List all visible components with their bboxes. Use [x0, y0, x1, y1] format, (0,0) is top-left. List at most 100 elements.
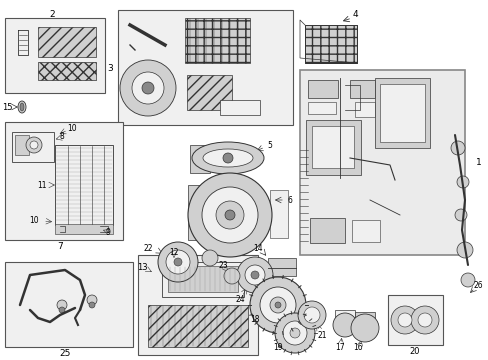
- Circle shape: [174, 258, 182, 266]
- Circle shape: [202, 250, 218, 266]
- Bar: [349, 80, 374, 98]
- Circle shape: [456, 176, 468, 188]
- Text: 8: 8: [60, 131, 64, 140]
- Circle shape: [274, 302, 281, 308]
- Circle shape: [59, 307, 65, 313]
- Bar: [354, 102, 374, 117]
- Bar: [5, 122, 123, 240]
- Text: 21: 21: [317, 330, 326, 339]
- Text: 23: 23: [218, 261, 227, 270]
- Circle shape: [454, 209, 466, 221]
- Text: 13: 13: [137, 264, 147, 273]
- Bar: [334, 310, 354, 326]
- Bar: [307, 80, 337, 98]
- Circle shape: [390, 306, 418, 334]
- Bar: [269, 190, 287, 238]
- Text: 6: 6: [287, 195, 292, 204]
- Ellipse shape: [192, 142, 264, 174]
- Bar: [55, 145, 113, 225]
- Circle shape: [244, 265, 264, 285]
- Circle shape: [460, 273, 474, 287]
- Bar: [162, 262, 244, 297]
- Circle shape: [450, 141, 464, 155]
- Circle shape: [269, 297, 285, 313]
- Bar: [5, 262, 133, 347]
- Text: 18: 18: [250, 315, 259, 324]
- Text: 17: 17: [334, 343, 344, 352]
- Bar: [374, 78, 429, 148]
- Text: 3: 3: [107, 63, 113, 72]
- Text: 11: 11: [37, 180, 47, 189]
- Text: 7: 7: [57, 242, 63, 251]
- Bar: [15, 135, 29, 155]
- Circle shape: [132, 72, 163, 104]
- Text: 12: 12: [169, 248, 179, 257]
- Circle shape: [410, 306, 438, 334]
- Bar: [190, 145, 209, 173]
- Circle shape: [57, 300, 67, 310]
- Bar: [168, 266, 238, 292]
- Bar: [128, 78, 140, 100]
- Ellipse shape: [18, 101, 26, 113]
- Bar: [311, 126, 353, 168]
- Circle shape: [158, 242, 198, 282]
- Ellipse shape: [20, 103, 24, 111]
- Text: 20: 20: [409, 347, 419, 356]
- Circle shape: [260, 287, 295, 323]
- Bar: [184, 18, 249, 63]
- Circle shape: [274, 313, 314, 353]
- Bar: [148, 305, 247, 347]
- Text: 25: 25: [59, 350, 71, 359]
- Bar: [354, 312, 374, 330]
- Text: 4: 4: [351, 9, 357, 18]
- Bar: [351, 220, 379, 242]
- Text: 16: 16: [352, 343, 362, 352]
- Circle shape: [289, 328, 299, 338]
- Text: 10: 10: [67, 123, 77, 132]
- Ellipse shape: [203, 149, 252, 167]
- Bar: [38, 62, 96, 80]
- Circle shape: [120, 60, 176, 116]
- Circle shape: [417, 313, 431, 327]
- Circle shape: [202, 187, 258, 243]
- Bar: [299, 70, 464, 255]
- Text: 22: 22: [143, 243, 152, 252]
- Circle shape: [224, 210, 235, 220]
- Circle shape: [249, 277, 305, 333]
- Circle shape: [30, 141, 38, 149]
- Bar: [267, 258, 295, 276]
- Text: 1: 1: [475, 158, 481, 166]
- Text: 15: 15: [2, 103, 12, 112]
- Bar: [220, 100, 260, 115]
- Circle shape: [283, 321, 306, 345]
- Bar: [305, 25, 356, 63]
- Bar: [12, 132, 54, 162]
- Text: 26: 26: [472, 280, 482, 289]
- Circle shape: [237, 257, 272, 293]
- Text: 5: 5: [267, 140, 272, 149]
- Bar: [186, 75, 231, 110]
- Circle shape: [350, 314, 378, 342]
- Bar: [138, 255, 258, 355]
- Bar: [5, 18, 105, 93]
- Bar: [38, 27, 96, 57]
- Bar: [387, 295, 442, 345]
- Text: 2: 2: [49, 9, 55, 18]
- Circle shape: [165, 250, 190, 274]
- Circle shape: [223, 153, 232, 163]
- Bar: [307, 102, 335, 114]
- Bar: [118, 10, 292, 125]
- Circle shape: [397, 313, 411, 327]
- Circle shape: [89, 302, 95, 308]
- Circle shape: [26, 137, 42, 153]
- Circle shape: [187, 173, 271, 257]
- Text: 19: 19: [273, 343, 282, 352]
- Text: 24: 24: [235, 296, 244, 305]
- Circle shape: [142, 82, 154, 94]
- Circle shape: [297, 301, 325, 329]
- Circle shape: [456, 242, 472, 258]
- Bar: [309, 218, 345, 243]
- Circle shape: [224, 268, 240, 284]
- Circle shape: [304, 307, 319, 323]
- Text: 9: 9: [105, 228, 110, 237]
